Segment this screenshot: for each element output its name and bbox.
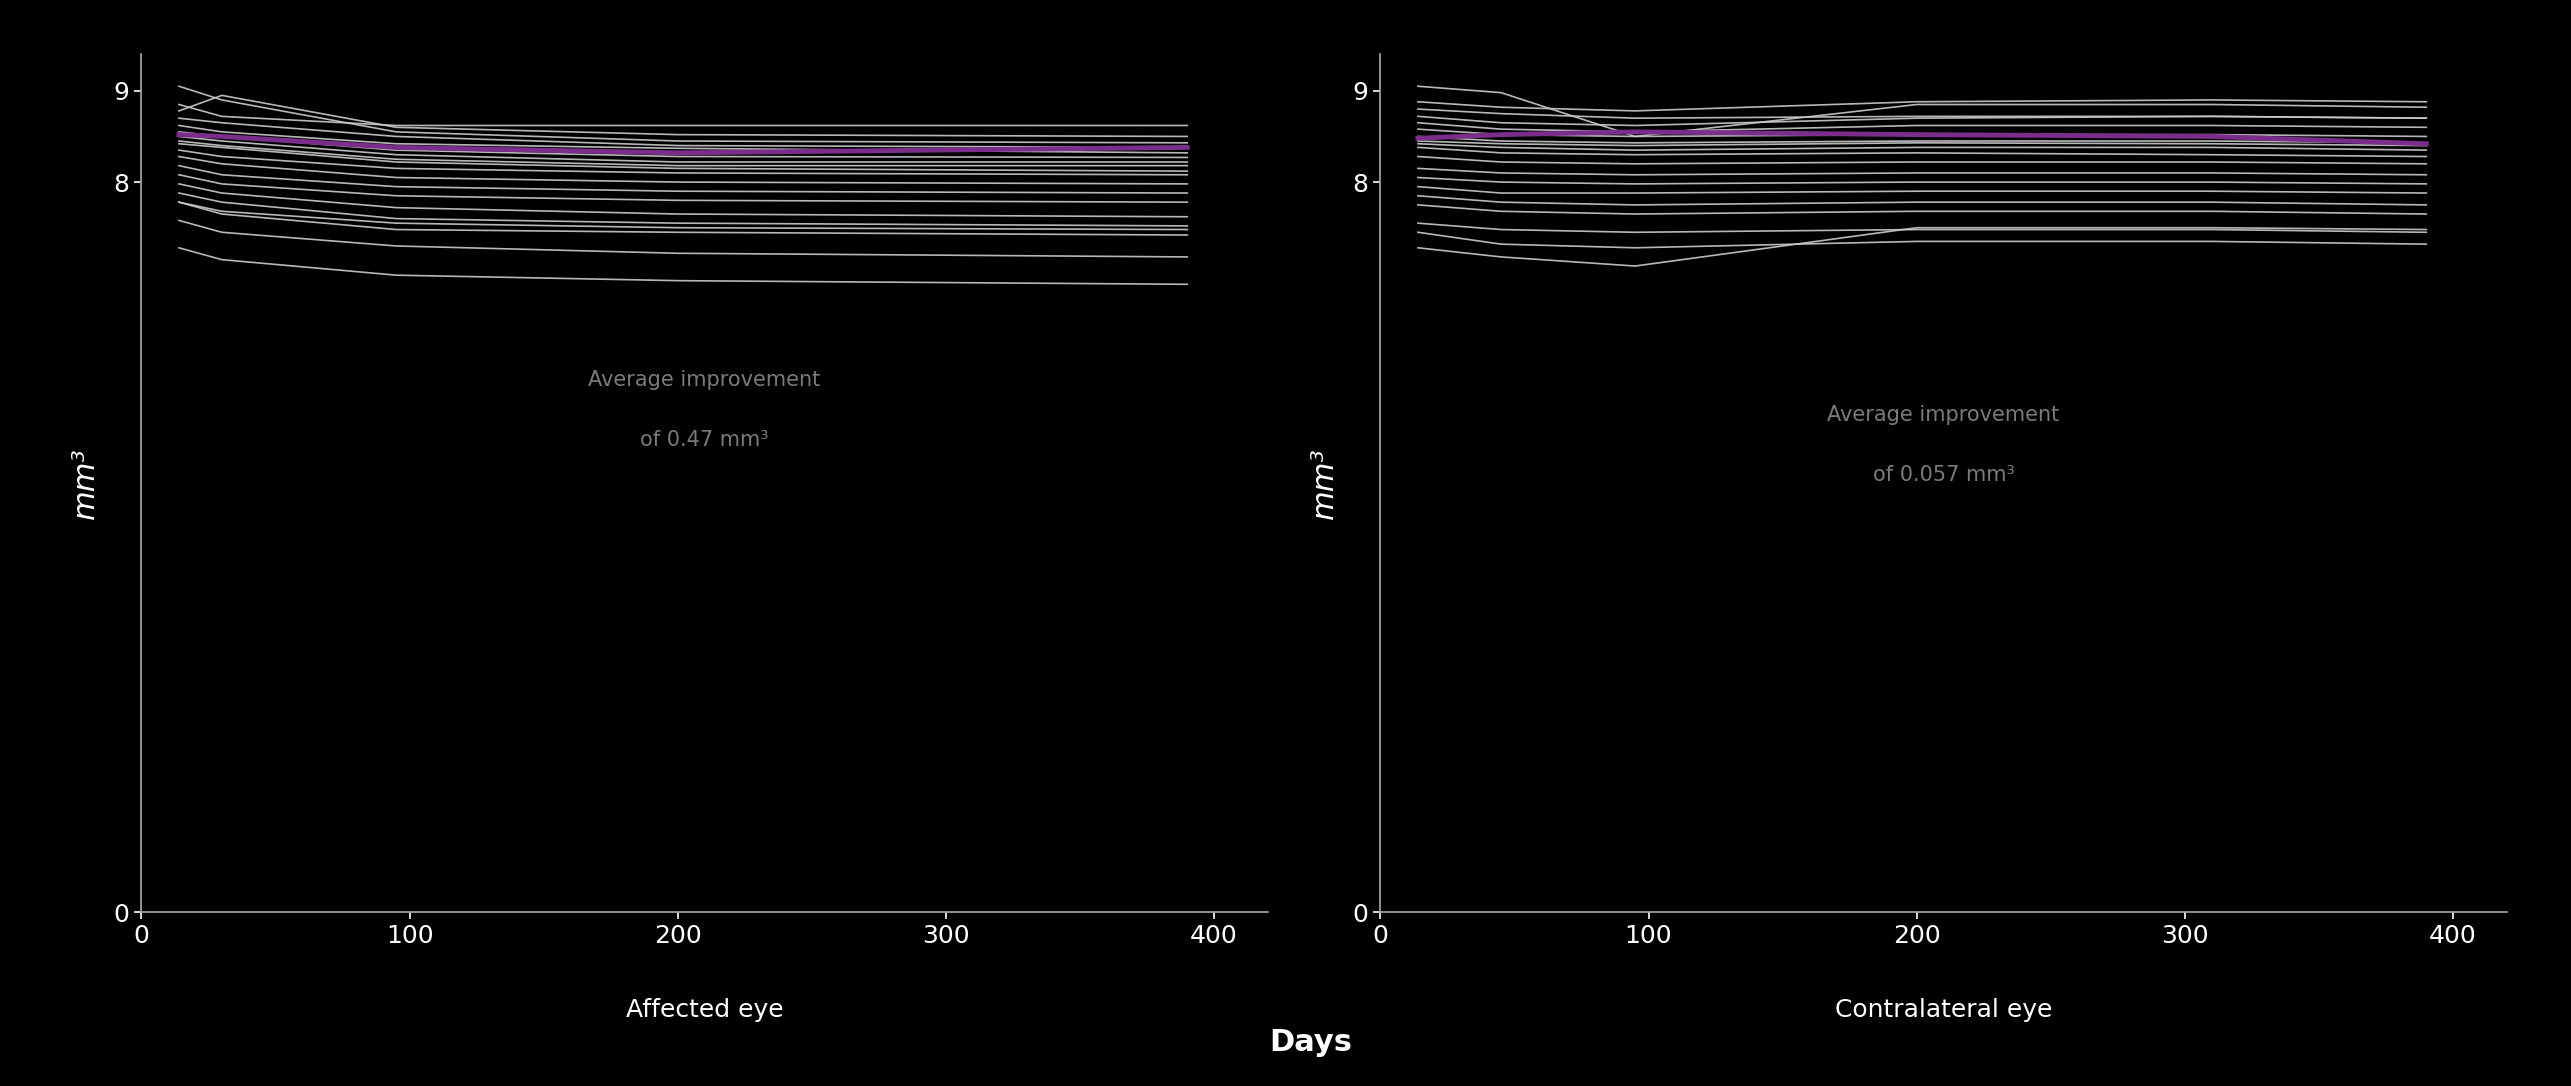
Text: Contralateral eye: Contralateral eye (1836, 998, 2052, 1022)
Y-axis label: mm³: mm³ (1309, 447, 1339, 519)
Text: Average improvement: Average improvement (589, 370, 820, 390)
Text: Average improvement: Average improvement (1828, 405, 2059, 425)
Text: Days: Days (1270, 1028, 1352, 1057)
Text: Affected eye: Affected eye (625, 998, 784, 1022)
Text: of 0.057 mm³: of 0.057 mm³ (1872, 465, 2016, 484)
Text: of 0.47 mm³: of 0.47 mm³ (640, 430, 769, 451)
Y-axis label: mm³: mm³ (72, 447, 100, 519)
